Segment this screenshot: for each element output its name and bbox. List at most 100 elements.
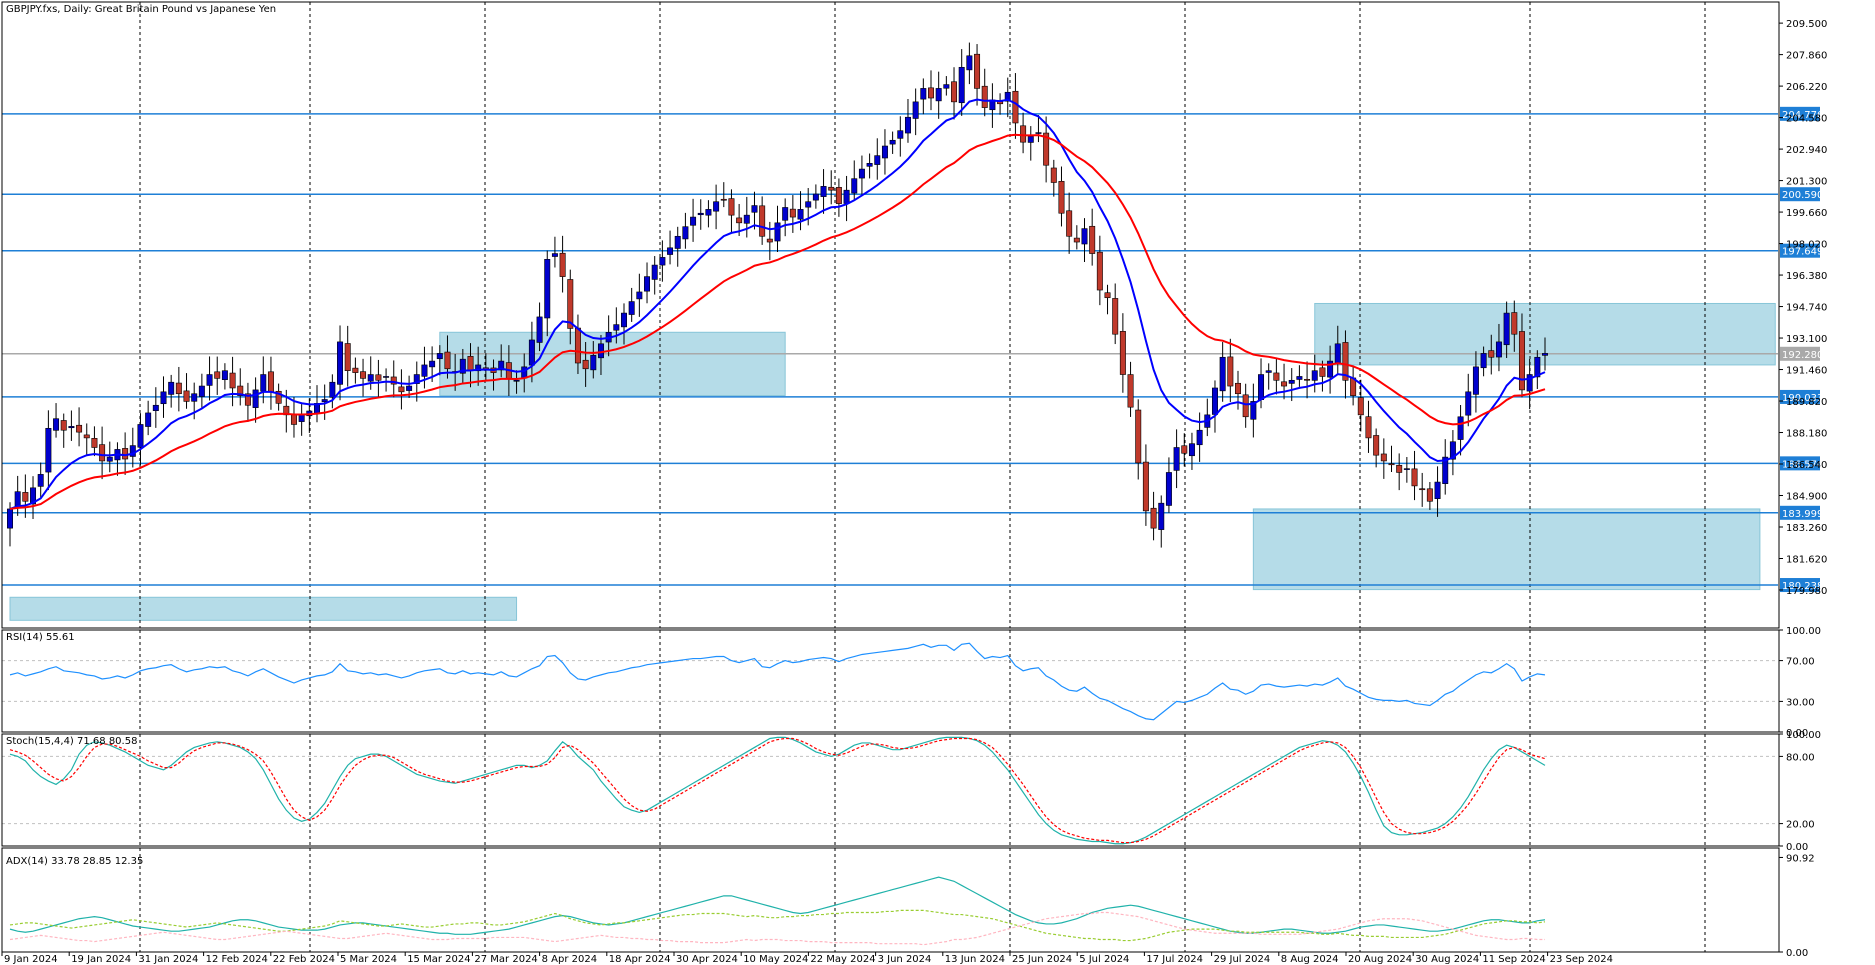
candle-body — [1196, 429, 1203, 446]
y-tick-label: 0.00 — [1786, 842, 1808, 853]
y-tick-label: 194.740 — [1786, 303, 1827, 314]
candle-body — [851, 178, 858, 194]
y-tick-label: 201.300 — [1786, 177, 1827, 188]
candle-body — [567, 279, 574, 329]
y-tick-label: 193.100 — [1786, 334, 1827, 345]
zone-box — [439, 331, 786, 397]
pane-frame-stoch — [1, 733, 1780, 847]
candle-body — [912, 101, 919, 119]
candle-body — [1511, 312, 1518, 335]
candle-body — [597, 343, 604, 359]
candle-body — [1419, 488, 1426, 491]
candle-body — [1495, 341, 1502, 358]
candle-body — [1150, 507, 1157, 529]
candle-body — [145, 412, 152, 427]
candle-body — [1219, 356, 1226, 392]
candle-body — [367, 374, 374, 382]
price-tag-label: 200.590 — [1782, 190, 1823, 201]
y-tick-label: 30.00 — [1786, 697, 1815, 708]
candle-body — [590, 355, 597, 371]
y-tick-label: 191.460 — [1786, 366, 1827, 377]
y-tick-label: 100.00 — [1786, 730, 1821, 741]
candle-body — [344, 343, 351, 371]
candle-body — [206, 374, 213, 386]
candle-body — [45, 427, 52, 473]
candle-body — [198, 385, 205, 397]
candle-body — [943, 84, 950, 89]
candle-body — [1304, 378, 1311, 381]
candle-body — [1188, 443, 1195, 457]
pane-frame-rsi — [1, 629, 1780, 733]
y-tick-label: 209.500 — [1786, 19, 1827, 30]
candle-body — [628, 301, 635, 315]
candle-body — [383, 376, 390, 378]
candle-body — [290, 414, 297, 425]
candle-body — [805, 201, 812, 208]
candle-body — [1380, 453, 1387, 462]
candle-body — [528, 339, 535, 366]
candle-body — [981, 85, 988, 108]
pane-frame-adx — [1, 847, 1780, 953]
candle-body — [551, 253, 558, 257]
candle-body — [1058, 181, 1065, 214]
candle-body — [651, 264, 658, 280]
price-tag — [1780, 389, 1820, 404]
candle-body — [1449, 441, 1456, 460]
candle-body — [1081, 228, 1088, 245]
candle-body — [390, 376, 397, 385]
candle-body — [214, 371, 221, 379]
candle-body — [1503, 312, 1510, 346]
candle-body — [413, 374, 420, 384]
candle-body — [106, 456, 113, 462]
candle-body — [37, 474, 44, 487]
y-tick-label: 206.220 — [1786, 82, 1827, 93]
x-tick-label: 30 Apr 2024 — [676, 954, 738, 965]
x-tick-label: 27 Mar 2024 — [474, 954, 537, 965]
x-tick-label: 30 Aug 2024 — [1415, 954, 1479, 965]
adx-line — [9, 876, 1546, 935]
candle-body — [429, 360, 436, 368]
candle-body — [1250, 401, 1257, 420]
candle-body — [1142, 461, 1149, 512]
candle-body — [559, 252, 566, 277]
candle-body — [375, 374, 382, 381]
candle-body — [1327, 360, 1334, 378]
candle-body — [713, 201, 720, 212]
candle-body — [160, 391, 167, 405]
x-tick-label: 19 Jan 2024 — [71, 954, 131, 965]
zone-box — [9, 596, 518, 621]
price-tag-label: 192.280 — [1782, 350, 1823, 361]
candle-body — [736, 217, 743, 224]
candle-body — [1488, 350, 1495, 358]
candle-body — [1518, 331, 1525, 391]
candle-body — [1480, 353, 1487, 369]
price-tag — [1780, 243, 1820, 258]
candle-body — [951, 81, 958, 103]
y-tick-label: 100.00 — [1786, 626, 1821, 637]
candle-body — [820, 186, 827, 197]
candle-body — [928, 87, 934, 99]
candle-body — [14, 491, 21, 507]
candle-body — [321, 399, 328, 403]
candle-body — [398, 386, 405, 393]
candle-body — [168, 381, 175, 395]
adx-minus-di-line — [9, 911, 1545, 946]
y-tick-label: 80.00 — [1786, 752, 1815, 763]
candle-body — [191, 393, 198, 402]
candle-body — [406, 385, 413, 391]
y-tick-label: 202.940 — [1786, 145, 1827, 156]
candle-body — [843, 189, 850, 204]
x-tick-label: 10 May 2024 — [743, 954, 808, 965]
candle-body — [275, 390, 282, 404]
candle-body — [897, 130, 904, 139]
candle-body — [789, 208, 796, 218]
candle-body — [974, 53, 981, 89]
price-tag-label: 180.238 — [1782, 581, 1823, 592]
x-tick-label: 13 Jun 2024 — [945, 954, 1005, 965]
candle-body — [521, 366, 528, 379]
candle-body — [904, 116, 911, 134]
candle-body — [91, 438, 98, 448]
x-tick-label: 29 Jul 2024 — [1214, 954, 1271, 965]
y-tick-label: 181.620 — [1786, 554, 1827, 565]
candle-body — [229, 372, 236, 389]
